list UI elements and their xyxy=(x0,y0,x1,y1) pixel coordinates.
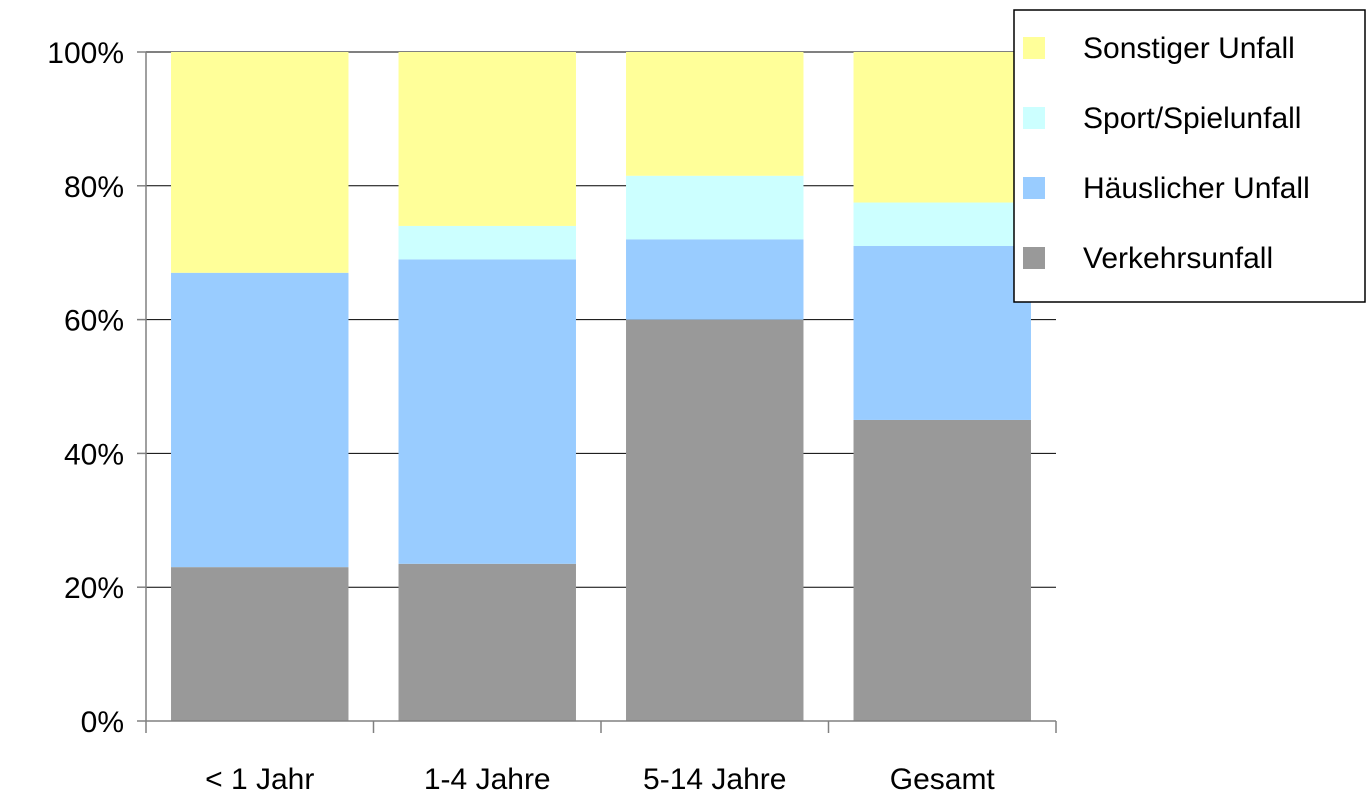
legend-swatch xyxy=(1023,247,1045,269)
y-tick-label: 100% xyxy=(47,37,124,70)
bars xyxy=(171,52,1031,721)
legend-swatch xyxy=(1023,37,1045,59)
bar-segment-verkehrsunfall xyxy=(398,563,576,721)
bar-segment-sport-spielunfall xyxy=(398,225,576,260)
bar-segment-h-uslicher-unfall xyxy=(398,259,576,564)
y-tick-label: 20% xyxy=(64,572,124,605)
bar-segment-sonstiger-unfall xyxy=(398,52,576,226)
legend-swatch xyxy=(1023,107,1045,129)
y-tick-label: 40% xyxy=(64,438,124,471)
bar-segment-h-uslicher-unfall xyxy=(853,246,1031,420)
bar-segment-sport-spielunfall xyxy=(853,202,1031,247)
bar-segment-verkehrsunfall xyxy=(626,319,804,721)
legend-label: Häuslicher Unfall xyxy=(1083,172,1310,205)
x-tick-labels: < 1 Jahr 1-4 Jahre 5-14 Jahre Gesamt xyxy=(145,721,1057,796)
legend-label: Verkehrsunfall xyxy=(1083,242,1273,275)
legend-label: Sport/Spielunfall xyxy=(1083,102,1301,135)
legend: Sonstiger Unfall Sport/Spielunfall Häuslic… xyxy=(1013,9,1366,303)
bar-segment-sport-spielunfall xyxy=(626,175,804,240)
y-tick-label: 60% xyxy=(64,305,124,338)
x-tick-label: 5-14 Jahre xyxy=(643,763,786,796)
x-tick-label: 1-4 Jahre xyxy=(424,763,551,796)
legend-swatch xyxy=(1023,177,1045,199)
bar-segment-sonstiger-unfall xyxy=(853,52,1031,203)
bar-segment-sonstiger-unfall xyxy=(171,52,349,273)
bar-segment-verkehrsunfall xyxy=(853,419,1031,721)
bar-segment-verkehrsunfall xyxy=(171,567,349,721)
x-tick-label: Gesamt xyxy=(890,763,996,796)
x-tick-label: < 1 Jahr xyxy=(205,763,314,796)
y-tick-label: 80% xyxy=(64,171,124,204)
y-tick-label: 0% xyxy=(81,706,124,739)
legend-box xyxy=(1013,9,1366,303)
y-tick-labels: 0% 20% 40% 60% 80% 100% xyxy=(47,37,146,739)
bar-segment-h-uslicher-unfall xyxy=(171,272,349,568)
legend-label: Sonstiger Unfall xyxy=(1083,32,1295,65)
bar-segment-h-uslicher-unfall xyxy=(626,239,804,320)
bar-segment-sonstiger-unfall xyxy=(626,52,804,176)
